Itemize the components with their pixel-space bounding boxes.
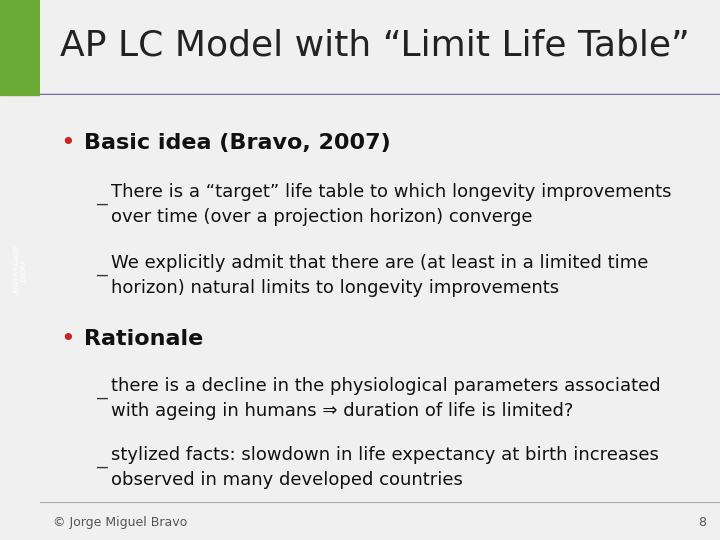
Text: We explicitly admit that there are (at least in a limited time
horizon) natural : We explicitly admit that there are (at l… (111, 254, 649, 298)
Text: –: – (97, 458, 108, 476)
Text: There is a “target” life table to which longevity improvements
over time (over a: There is a “target” life table to which … (111, 183, 672, 226)
Text: Rationale: Rationale (84, 329, 203, 349)
Text: –: – (97, 195, 108, 214)
Text: •: • (60, 327, 75, 351)
Text: 8: 8 (698, 516, 706, 530)
Bar (0, 0, 40, 94)
Text: AP LC Model with “Limit Life Table”: AP LC Model with “Limit Life Table” (60, 29, 690, 62)
Text: •: • (60, 131, 75, 156)
Text: there is a decline in the physiological parameters associated
with ageing in hum: there is a decline in the physiological … (111, 377, 661, 420)
Text: UNIVERSIDADE
ÉVORA: UNIVERSIDADE ÉVORA (13, 244, 27, 296)
Text: © Jorge Miguel Bravo: © Jorge Miguel Bravo (53, 516, 187, 530)
Text: Basic idea (Bravo, 2007): Basic idea (Bravo, 2007) (84, 133, 390, 153)
Text: –: – (97, 389, 108, 407)
Text: –: – (97, 267, 108, 285)
Text: stylized facts: slowdown in life expectancy at birth increases
observed in many : stylized facts: slowdown in life expecta… (111, 446, 659, 489)
